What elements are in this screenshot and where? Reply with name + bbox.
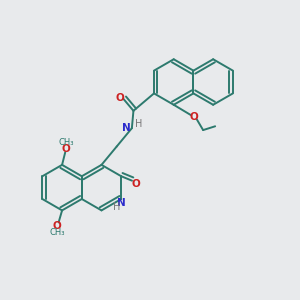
Text: CH₃: CH₃	[49, 228, 65, 237]
Text: O: O	[115, 92, 124, 103]
Text: H: H	[113, 202, 120, 212]
Text: O: O	[190, 112, 199, 122]
Text: O: O	[131, 178, 140, 188]
Text: N: N	[122, 123, 131, 133]
Text: CH₃: CH₃	[58, 138, 74, 147]
Text: H: H	[135, 119, 142, 129]
Text: N: N	[117, 198, 126, 208]
Text: O: O	[53, 220, 62, 231]
Text: O: O	[61, 144, 70, 154]
